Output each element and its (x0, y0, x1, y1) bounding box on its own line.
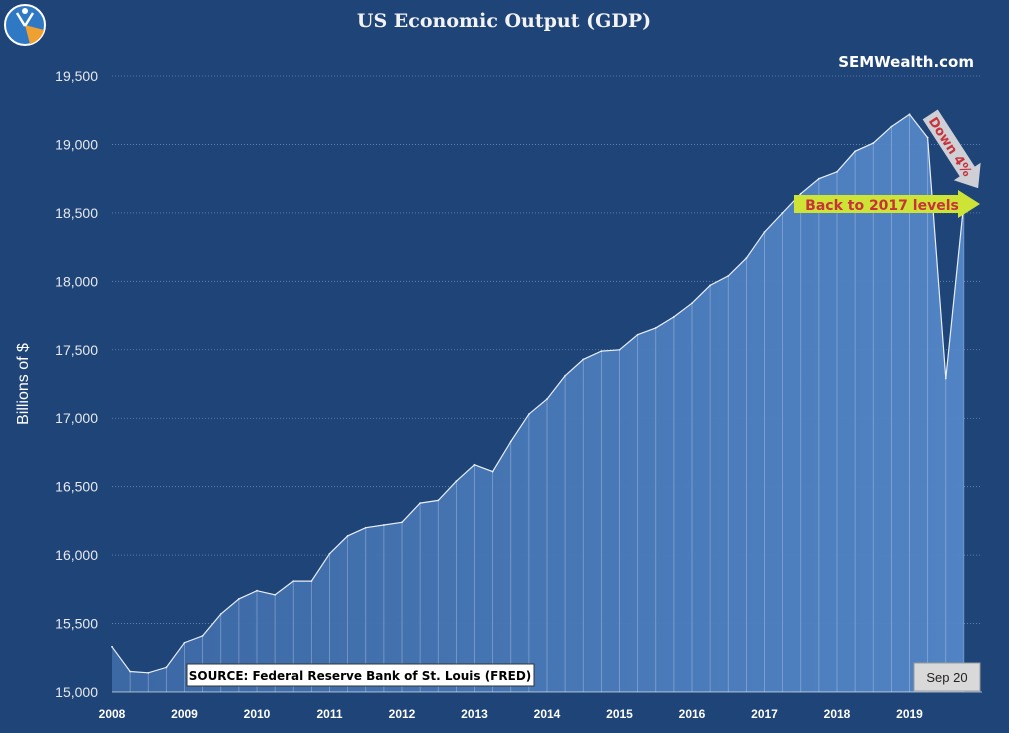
data-point (781, 211, 784, 214)
y-tick-label: 18,000 (55, 273, 98, 289)
x-tick-label: 2010 (244, 707, 271, 721)
data-point (111, 645, 113, 648)
data-point (908, 113, 911, 116)
y-tick-label: 18,500 (55, 205, 98, 221)
data-point (328, 552, 331, 555)
data-point (237, 598, 240, 600)
y-tick-labels: 15,000 15,500 16,000 16,500 17,000 17,500 18,0… (55, 68, 98, 700)
data-point (745, 257, 748, 259)
data-point (872, 142, 875, 144)
data-point (382, 524, 385, 526)
data-point (256, 589, 258, 592)
x-tick-label: 2015 (606, 707, 633, 721)
data-point (817, 177, 820, 180)
compass-logo-icon (4, 4, 46, 46)
x-tick-label: 2019 (896, 707, 923, 721)
data-point (890, 125, 893, 128)
date-box: Sep 20 (913, 662, 981, 692)
data-point (437, 499, 440, 502)
data-point (926, 136, 929, 139)
data-point (799, 192, 802, 195)
gdp-area (112, 114, 964, 693)
y-tick-label: 17,000 (55, 410, 98, 426)
y-tick-label: 16,500 (55, 479, 98, 495)
data-point (854, 150, 857, 153)
source-text: SOURCE: Federal Reserve Bank of St. Loui… (189, 669, 532, 683)
data-point (364, 526, 367, 529)
x-tick-label: 2016 (679, 707, 706, 721)
data-point (727, 274, 730, 277)
y-axis-label: Billions of $ (15, 343, 32, 425)
data-points (111, 113, 965, 674)
data-point (654, 326, 657, 329)
x-tick-label: 2014 (534, 707, 561, 721)
data-point (636, 333, 639, 336)
x-tick-label: 2017 (751, 707, 778, 721)
recovery-arrow: Back to 2017 levels (794, 190, 980, 218)
data-point (582, 358, 585, 361)
data-point (672, 316, 675, 318)
x-tick-label: 2009 (171, 707, 198, 721)
data-point (600, 350, 603, 353)
data-point (165, 666, 168, 669)
data-point (419, 502, 422, 504)
data-point (201, 634, 204, 637)
data-point (147, 671, 150, 674)
source-box: SOURCE: Federal Reserve Bank of St. Loui… (186, 663, 535, 687)
data-point (473, 463, 476, 466)
data-point (618, 348, 621, 351)
data-point (763, 231, 766, 233)
data-point (944, 377, 947, 380)
y-tick-label: 15,000 (55, 684, 98, 700)
data-point (836, 170, 838, 173)
x-tick-labels: 2008 2009 2010 2011 2012 2013 2014 2015 2016 2017… (99, 707, 924, 721)
gdp-line (111, 113, 965, 674)
data-point (183, 641, 186, 644)
y-tick-label: 19,500 (55, 68, 98, 84)
y-tick-label: 15,500 (55, 616, 98, 632)
data-point (401, 521, 403, 524)
y-tick-label: 17,500 (55, 342, 98, 358)
data-point (691, 302, 693, 305)
y-tick-label: 19,000 (55, 136, 98, 152)
data-point (709, 284, 712, 287)
recovery-annotation: Back to 2017 levels (805, 198, 959, 214)
data-point (527, 413, 530, 416)
chart-title: US Economic Output (GDP) (357, 10, 651, 32)
data-point (274, 593, 277, 596)
x-tick-label: 2018 (824, 707, 851, 721)
data-point (546, 398, 548, 400)
data-point (292, 580, 295, 583)
data-point (310, 580, 313, 583)
data-point (509, 440, 512, 443)
data-point (219, 613, 222, 615)
x-tick-label: 2008 (99, 707, 126, 721)
brand-site: SEMWealth.com (838, 53, 974, 71)
data-point (455, 480, 458, 483)
data-point (564, 374, 567, 377)
data-point (129, 670, 132, 673)
y-tick-label: 16,000 (55, 547, 98, 563)
x-tick-label: 2013 (461, 707, 488, 721)
data-point (346, 535, 349, 537)
date-label: Sep 20 (926, 670, 967, 685)
x-tick-label: 2012 (389, 707, 416, 721)
x-tick-label: 2011 (316, 707, 342, 721)
data-point (491, 470, 494, 473)
